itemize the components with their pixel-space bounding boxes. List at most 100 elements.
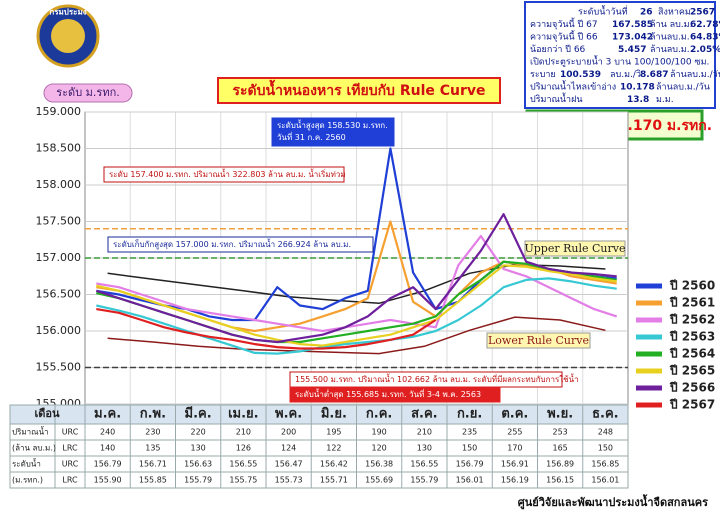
annotation: ระดับเก็บกักสูงสุด 157.000 ม.รทก. ปริมาณ… — [113, 238, 351, 250]
info-text: 8.687 — [640, 70, 668, 80]
legend-label: ปี 2561 — [669, 296, 715, 310]
info-text: 5.457 — [618, 45, 646, 55]
table-cell: 210 — [417, 428, 432, 437]
y-tick-label: 156.500 — [36, 288, 82, 301]
info-text: 173.042 — [612, 33, 653, 43]
info-text: ความจุวันนี้ ปี 66 — [530, 30, 598, 43]
x-tick-label: ก.ค. — [366, 407, 392, 422]
table-cell: 156.19 — [501, 476, 529, 485]
table-row-name: URC — [62, 428, 79, 437]
unit-label: ระดับ ม.รทก. — [56, 86, 120, 99]
x-tick-label: มิ.ย. — [321, 407, 347, 422]
logo-emblem — [51, 19, 85, 53]
table-cell: 155.75 — [229, 476, 257, 485]
info-text: สิงหาคม — [658, 7, 691, 18]
x-tick-label: ก.พ. — [140, 407, 166, 422]
legend-label: ปี 2563 — [669, 330, 715, 344]
logo-text: กรมประมง — [49, 8, 86, 17]
legend-label: ปี 2565 — [669, 364, 715, 378]
table-cell: 155.73 — [275, 476, 303, 485]
legend-swatch — [636, 385, 662, 391]
info-text: 2567 — [690, 8, 715, 18]
table-group-label: ระดับน้ำ — [12, 458, 41, 469]
table-cell: 126 — [236, 444, 251, 453]
annotation: 155.500 ม.รทก. ปริมาณน้ำ 102.662 ล้าน ลบ… — [295, 373, 579, 384]
info-text: ระบาย — [530, 70, 556, 80]
table-cell: 135 — [145, 444, 160, 453]
x-tick-label: ส.ค. — [411, 407, 438, 422]
table-cell: 156.91 — [501, 460, 529, 469]
table-cell: 156.01 — [591, 476, 619, 485]
x-tick-label: เม.ย. — [228, 407, 259, 422]
table-cell: 240 — [100, 428, 115, 437]
info-text: ล้านลบ.ม. — [650, 44, 690, 55]
table-cell: 200 — [281, 428, 296, 437]
table-cell: 122 — [326, 444, 341, 453]
rule-curve — [107, 316, 606, 355]
table-header: เดือน — [34, 407, 60, 420]
x-tick-label: ธ.ค. — [592, 407, 619, 422]
x-tick-label: พ.ค. — [275, 407, 302, 422]
info-text: ล้านลบ.ม./วัน — [670, 69, 720, 80]
legend-label: ปี 2562 — [669, 313, 715, 327]
plot: 155.000155.500156.000156.500157.000157.5… — [36, 105, 716, 412]
table-cell: 230 — [145, 428, 160, 437]
series-line — [96, 235, 618, 333]
x-tick-label: ก.ย. — [457, 407, 482, 422]
series-line — [96, 277, 617, 355]
chart-title: ระดับน้ำหนองหาร เทียบกับ Rule Curve — [233, 79, 486, 99]
table-cell: 255 — [507, 428, 522, 437]
info-text: ล้านลบ.ม./วัน — [656, 82, 710, 93]
legend-label: ปี 2566 — [669, 381, 715, 395]
info-text: 64.83% — [690, 33, 720, 43]
table-cell: 210 — [236, 428, 251, 437]
info-text: 100.539 — [560, 70, 601, 80]
legend-swatch — [636, 351, 662, 357]
annotation-box — [107, 236, 374, 253]
legend-label: ปี 2567 — [669, 398, 715, 412]
table-cell: 156.79 — [94, 460, 122, 469]
table-cell: 130 — [417, 444, 432, 453]
y-tick-label: 159.000 — [36, 105, 82, 118]
rule-curve-table: เดือน ม.ค. ก.พ. มี.ค. เม.ย. พ.ค. มิ.ย. ก.ค. ส.ค.… — [9, 404, 629, 489]
info-text: ล้านลบ.ม. — [650, 32, 690, 43]
table-cell: 155.85 — [139, 476, 167, 485]
info-text: 167.585 — [612, 20, 653, 30]
footer: ศูนย์วิจัยและพัฒนาประมงน้ำจืดสกลนคร — [518, 494, 708, 510]
table-cell: 150 — [462, 444, 477, 453]
info-text: น้อยกว่า ปี 66 — [530, 44, 586, 55]
info-text: 13.8 — [627, 95, 649, 105]
table-cell: 220 — [190, 428, 205, 437]
y-tick-label: 158.500 — [36, 142, 82, 155]
legend-swatch — [636, 300, 662, 306]
table-row-name: URC — [62, 460, 79, 469]
y-tick-label: 158.000 — [36, 178, 82, 191]
table-cell: 156.63 — [184, 460, 212, 469]
annotation-box — [271, 117, 395, 147]
table-cell: 156.89 — [546, 460, 574, 469]
annotation-box — [289, 386, 501, 403]
info-text: ความจุวันนี้ ปี 67 — [530, 17, 598, 30]
table-cell: 155.79 — [410, 476, 438, 485]
table-cell: 150 — [598, 444, 613, 453]
table-row-name: LRC — [62, 476, 78, 485]
legend-label: ปี 2560 — [669, 279, 715, 293]
table-cell: 120 — [371, 444, 386, 453]
info-text: 2.05% — [690, 45, 720, 55]
rule-curve-label: Lower Rule Curve — [488, 334, 589, 347]
table-cell: 156.71 — [139, 460, 167, 469]
table-row-name: LRC — [62, 444, 78, 453]
table-cell: 253 — [552, 428, 567, 437]
x-tick-label: มี.ค. — [185, 406, 212, 422]
unit-pill — [43, 83, 133, 103]
info-text: ระดับน้ำวันที่ — [578, 5, 628, 18]
table-cell: 140 — [100, 444, 115, 453]
legend-swatch — [636, 368, 662, 374]
info-text: ม.ม. — [656, 95, 674, 105]
table-cell: 155.90 — [94, 476, 122, 485]
table-cell: 165 — [552, 444, 567, 453]
table-cell: 156.55 — [229, 460, 257, 469]
annotation: ระดับน้ำต่ำสุด 155.685 ม.รทก. วันที่ 3-4… — [295, 388, 481, 399]
series-line — [96, 264, 617, 347]
